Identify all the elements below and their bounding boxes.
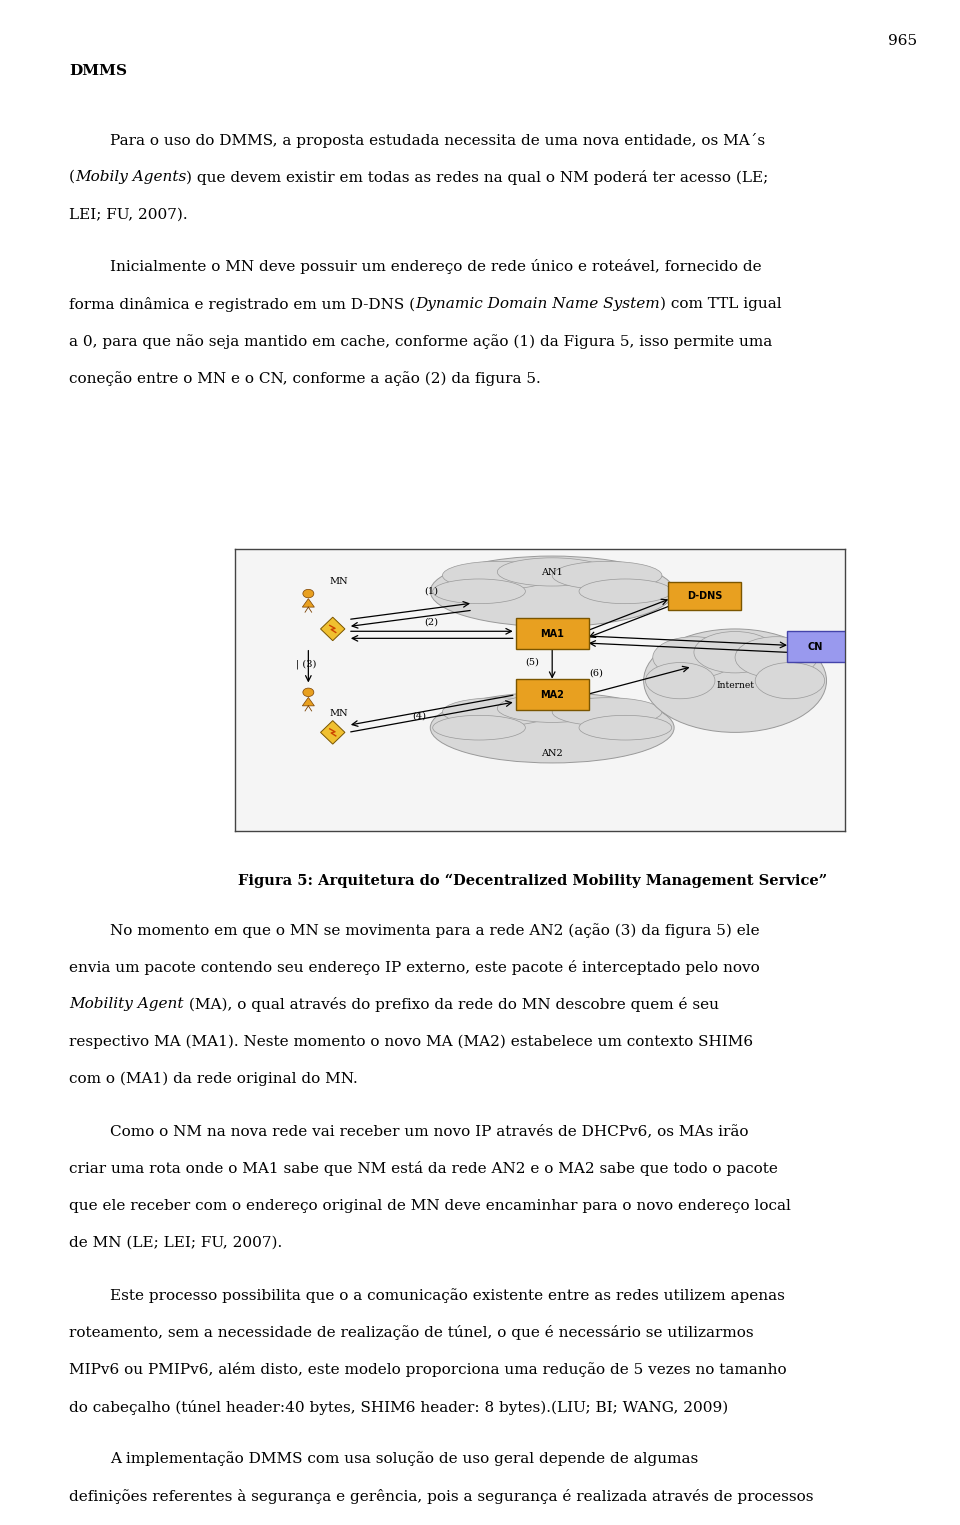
Ellipse shape [430,692,674,762]
Polygon shape [321,618,345,640]
Ellipse shape [552,561,662,590]
Polygon shape [302,697,314,706]
Text: ) que devem existir em todas as redes na qual o NM poderá ter acesso (LE;: ) que devem existir em todas as redes na… [186,169,769,185]
Text: MA2: MA2 [540,689,564,700]
Text: Internet: Internet [716,680,754,689]
Text: D-DNS: D-DNS [687,592,722,601]
Text: A implementação DMMS com usa solução de uso geral depende de algumas: A implementação DMMS com usa solução de … [110,1452,699,1467]
Polygon shape [321,721,345,744]
Text: (2): (2) [424,618,438,627]
Ellipse shape [497,694,607,723]
Text: Figura 5: Arquitetura do “Decentralized Mobility Management Service”: Figura 5: Arquitetura do “Decentralized … [238,874,828,888]
Text: | (3): | (3) [296,659,317,669]
Text: Mobility Agent: Mobility Agent [69,997,183,1011]
Circle shape [302,688,314,697]
Text: CN: CN [808,642,824,651]
FancyBboxPatch shape [668,583,741,610]
Text: (1): (1) [424,587,438,596]
Text: No momento em que o MN se movimenta para a rede AN2 (ação (3) da figura 5) ele: No momento em que o MN se movimenta para… [110,923,760,938]
Text: Dynamic Domain Name System: Dynamic Domain Name System [416,296,660,311]
Ellipse shape [443,561,552,590]
Text: respectivo MA (MA1). Neste momento o novo MA (MA2) estabelece um contexto SHIM6: respectivo MA (MA1). Neste momento o nov… [69,1034,754,1049]
Ellipse shape [645,662,715,698]
Ellipse shape [653,637,735,679]
Text: (4): (4) [412,711,426,720]
Ellipse shape [579,580,672,604]
Text: Inicialmente o MN deve possuir um endereço de rede único e roteável, fornecido d: Inicialmente o MN deve possuir um endere… [110,259,762,274]
Text: forma dinâmica e registrado em um D-DNS (: forma dinâmica e registrado em um D-DNS … [69,296,416,311]
Text: envia um pacote contendo seu endereço IP externo, este pacote é interceptado pel: envia um pacote contendo seu endereço IP… [69,959,760,974]
Circle shape [302,589,314,598]
Text: definições referentes à segurança e gerência, pois a segurança é realizada atrav: definições referentes à segurança e gerê… [69,1488,814,1504]
Text: DMMS: DMMS [69,64,127,78]
Ellipse shape [694,631,777,673]
Ellipse shape [443,698,552,726]
Ellipse shape [552,698,662,726]
Text: 965: 965 [888,34,917,47]
Text: Como o NM na nova rede vai receber um novo IP através de DHCPv6, os MAs irão: Como o NM na nova rede vai receber um no… [110,1124,749,1138]
Text: que ele receber com o endereço original de MN deve encaminhar para o novo endere: que ele receber com o endereço original … [69,1199,791,1212]
Text: a 0, para que não seja mantido em cache, conforme ação (1) da Figura 5, isso per: a 0, para que não seja mantido em cache,… [69,334,773,349]
Ellipse shape [643,628,827,732]
Text: MN: MN [329,709,348,718]
Text: Este processo possibilita que o a comunicação existente entre as redes utilizem : Este processo possibilita que o a comuni… [110,1287,785,1302]
Text: ) com TTL igual: ) com TTL igual [660,296,781,311]
FancyBboxPatch shape [787,631,845,662]
Text: MIPv6 ou PMIPv6, além disto, este modelo proporciona uma redução de 5 vezes no t: MIPv6 ou PMIPv6, além disto, este modelo… [69,1362,787,1377]
Text: AN1: AN1 [541,567,564,576]
Ellipse shape [433,580,525,604]
FancyBboxPatch shape [516,618,588,650]
Text: coneção entre o MN e o CN, conforme a ação (2) da figura 5.: coneção entre o MN e o CN, conforme a aç… [69,371,540,386]
Text: roteamento, sem a necessidade de realização de túnel, o que é necessário se util: roteamento, sem a necessidade de realiza… [69,1325,754,1340]
Text: com o (MA1) da rede original do MN.: com o (MA1) da rede original do MN. [69,1072,358,1086]
Text: (: ( [69,169,75,185]
Text: (MA), o qual através do prefixo da rede do MN descobre quem é seu: (MA), o qual através do prefixo da rede … [183,997,719,1013]
Ellipse shape [433,715,525,740]
Text: criar uma rota onde o MA1 sabe que NM está da rede AN2 e o MA2 sabe que todo o p: criar uma rota onde o MA1 sabe que NM es… [69,1161,778,1176]
Text: de MN (LE; LEI; FU, 2007).: de MN (LE; LEI; FU, 2007). [69,1235,282,1250]
Text: LEI; FU, 2007).: LEI; FU, 2007). [69,207,188,221]
FancyBboxPatch shape [516,680,588,711]
Text: Para o uso do DMMS, a proposta estudada necessita de uma nova entidade, os MA´s: Para o uso do DMMS, a proposta estudada … [110,133,765,148]
Ellipse shape [756,662,825,698]
Text: (5): (5) [525,657,539,666]
Text: MN: MN [329,578,348,587]
Ellipse shape [430,557,674,627]
Ellipse shape [497,558,607,586]
Text: (6): (6) [588,669,603,679]
Ellipse shape [735,637,817,679]
Text: MA1: MA1 [540,628,564,639]
Text: AN2: AN2 [541,749,564,758]
Polygon shape [302,599,314,607]
Text: Mobily Agents: Mobily Agents [75,169,186,185]
Text: do cabeçalho (túnel header:40 bytes, SHIM6 header: 8 bytes).(LIU; BI; WANG, 2009: do cabeçalho (túnel header:40 bytes, SHI… [69,1400,729,1415]
Ellipse shape [579,715,672,740]
